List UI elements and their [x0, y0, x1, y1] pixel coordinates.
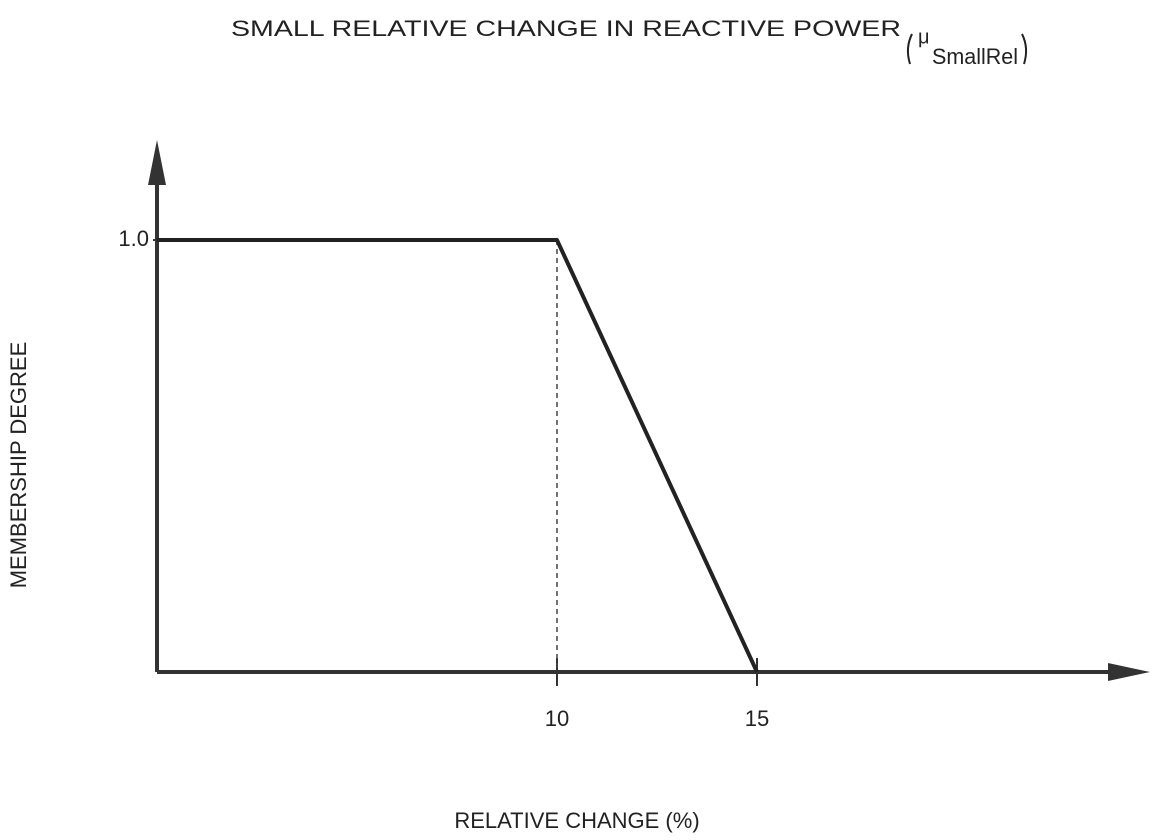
x-axis-label: RELATIVE CHANGE (%) — [454, 808, 699, 833]
y-axis-arrow — [148, 140, 166, 185]
chart-title: SMALL RELATIVE CHANGE IN REACTIVE POWER — [231, 16, 901, 41]
title-paren — [906, 33, 913, 65]
y-axis-label: MEMBERSHIP DEGREE — [6, 342, 31, 589]
y-tick-label: 1.0 — [118, 226, 149, 251]
x-tick-label: 15 — [745, 706, 769, 731]
x-axis-arrow — [1108, 663, 1150, 681]
title-symbol-subscript: SmallRel — [932, 44, 1018, 69]
title-symbol: μ — [918, 26, 930, 48]
membership-line — [157, 238, 759, 673]
title-paren — [1021, 33, 1028, 65]
x-tick-label: 10 — [545, 706, 569, 731]
